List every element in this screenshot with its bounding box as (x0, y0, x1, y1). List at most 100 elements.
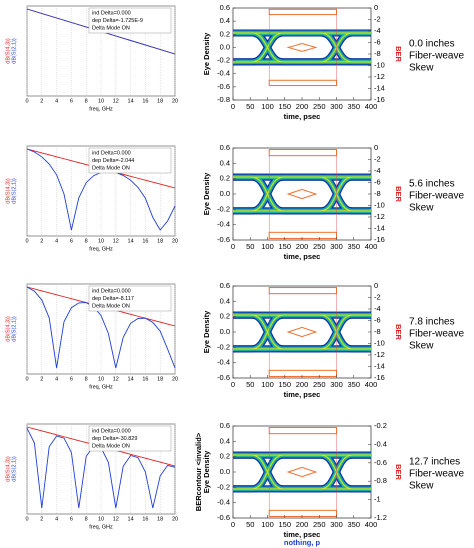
ber-contour (268, 8, 338, 16)
annotation: ind Delta=0.000 (92, 150, 131, 156)
x-tick-label: 400 (365, 242, 378, 251)
x-tick-label: 0 (231, 242, 235, 251)
x-tick-label: 2 (40, 516, 43, 522)
y2-tick-label: -6 (374, 177, 381, 186)
x-tick-label: 2 (40, 98, 43, 104)
y2-axis-label: BER (394, 464, 403, 480)
x-tick-label: 200 (296, 102, 309, 111)
y-axis-label: dB(S(4,3)) (5, 178, 11, 204)
x-tick-label: 300 (330, 520, 343, 529)
x-tick-label: 0 (231, 520, 235, 529)
eye-trace (233, 314, 371, 350)
x-axis-label: freq, GHz (89, 106, 113, 112)
ber-contour (268, 79, 338, 87)
x-tick-label: 12 (113, 376, 119, 382)
eye-trace (233, 454, 371, 490)
y-tick-label: -0.4 (217, 498, 230, 507)
caption: Skew (409, 63, 434, 74)
eye-trace (233, 32, 371, 63)
x-tick-label: 100 (261, 380, 274, 389)
annotation: Delta Mode ON (92, 443, 130, 449)
y-tick-label: -0.4 (217, 220, 230, 229)
plot-area (232, 7, 372, 101)
x-tick-label: 20 (172, 376, 178, 382)
x-tick-label: 300 (330, 380, 343, 389)
y2-tick-label: -10 (374, 338, 385, 347)
x-tick-label: 150 (278, 380, 291, 389)
x-axis-label: time, psec (284, 530, 321, 539)
annotation-box (88, 7, 172, 34)
y2-tick-label: -10 (374, 200, 385, 209)
x-tick-label: 100 (261, 242, 274, 251)
y2-axis-label: BER (394, 186, 403, 202)
x-tick-label: 14 (128, 98, 134, 104)
x-tick-label: 18 (157, 238, 163, 244)
x-tick-label: 20 (172, 98, 178, 104)
y2-tick-label: 0 (374, 281, 378, 290)
y2-tick-label: -4 (374, 304, 381, 313)
x-tick-label: 50 (246, 102, 254, 111)
x-tick-label: 12 (113, 238, 119, 244)
plot-area (232, 425, 372, 519)
y2-tick-label: -2 (374, 154, 381, 163)
annotation: ind Delta=0.000 (92, 428, 131, 434)
y-axis-label: dB(S(2,1)) (11, 316, 17, 342)
x-tick-label: 350 (347, 242, 360, 251)
eye-traces (233, 287, 371, 377)
x-axis-label: time, psec (284, 390, 321, 399)
caption: 12.7 inches (409, 457, 460, 468)
y-axis-label: Eye Density (202, 32, 211, 75)
x-tick-label: 18 (157, 516, 163, 522)
caption: Fiber-weave (409, 329, 464, 340)
x-axis-label: freq, GHz (89, 384, 113, 390)
y2-tick-label: -8 (374, 327, 381, 336)
series-line (26, 286, 176, 369)
y2-tick-label: -14 (374, 223, 385, 232)
x-tick-label: 50 (246, 520, 254, 529)
eye-trace (233, 176, 371, 212)
ber-contour (286, 466, 318, 478)
y-tick-label: 0.6 (220, 281, 230, 290)
x-tick-label: 16 (142, 516, 148, 522)
y-axis-label: BERcontour <invalid> (194, 432, 203, 511)
y-tick-label: 0.2 (220, 174, 230, 183)
x-tick-label: 0 (231, 102, 235, 111)
caption: 5.6 inches (409, 179, 455, 190)
y-tick-label: -0.4 (217, 69, 230, 78)
annotation-box (88, 425, 172, 452)
x-tick-label: 18 (157, 376, 163, 382)
annotation: dep Delta=-8.117 (92, 296, 134, 302)
x-tick-label: 8 (85, 376, 88, 382)
y-tick-label: -0.2 (217, 482, 230, 491)
x-tick-label: 300 (330, 242, 343, 251)
eye-trace (233, 454, 371, 490)
x-tick-label: 4 (55, 376, 58, 382)
y-axis-label: dB(S(4,3)) (5, 38, 11, 64)
ber-contour (268, 509, 338, 517)
y2-tick-label: -2 (374, 14, 381, 23)
y-axis-label: dB(S(4,3)) (5, 456, 11, 482)
x-tick-label: 10 (98, 238, 104, 244)
x-tick-label: 2 (40, 376, 43, 382)
x-tick-label: 0 (25, 376, 28, 382)
ber-contour (268, 369, 338, 377)
x-tick-label: 100 (261, 520, 274, 529)
x-tick-label: 50 (246, 380, 254, 389)
x-axis-label: freq, GHz (89, 524, 113, 530)
x-tick-label: 150 (278, 102, 291, 111)
x-tick-label: 4 (55, 98, 58, 104)
y2-tick-label: -8 (374, 49, 381, 58)
x-tick-label: 350 (347, 380, 360, 389)
y2-tick-label: -1 (374, 495, 381, 504)
x-tick-label: 4 (55, 516, 58, 522)
x-tick-label: 150 (278, 242, 291, 251)
y-tick-label: 0.6 (220, 143, 230, 152)
caption: Fiber-weave (409, 469, 464, 480)
y2-tick-label: -0.6 (374, 458, 387, 467)
y-tick-label: 0.2 (220, 452, 230, 461)
x-tick-label: 400 (365, 380, 378, 389)
x-tick-label: 8 (85, 98, 88, 104)
y2-tick-label: -12 (374, 350, 385, 359)
y2-tick-label: -14 (374, 83, 385, 92)
